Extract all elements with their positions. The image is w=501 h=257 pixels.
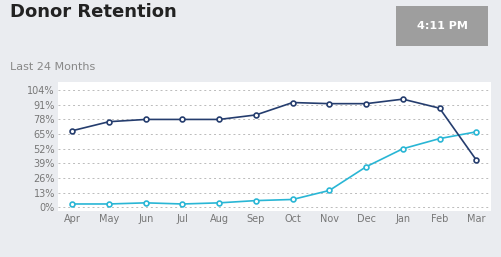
Text: Last 24 Months: Last 24 Months [10, 62, 95, 72]
Text: 4:11 PM: 4:11 PM [417, 21, 467, 31]
Text: Donor Retention: Donor Retention [10, 3, 177, 21]
